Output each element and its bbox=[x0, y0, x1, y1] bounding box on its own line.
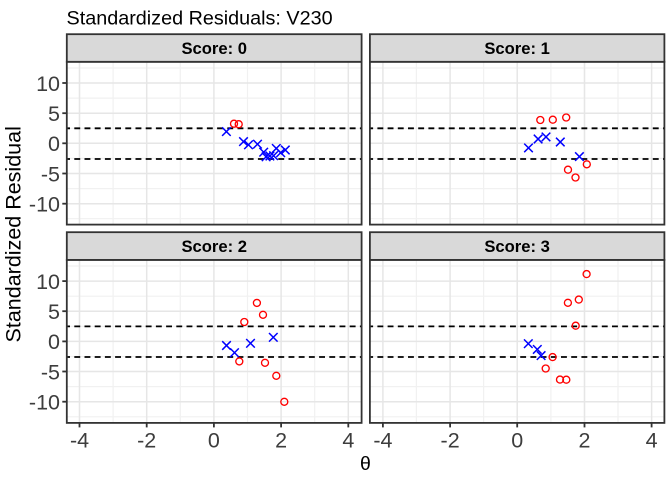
svg-text:0: 0 bbox=[511, 428, 523, 452]
svg-text:Standardized Residuals: V230: Standardized Residuals: V230 bbox=[67, 8, 333, 30]
svg-text:-10: -10 bbox=[29, 193, 60, 217]
svg-text:0: 0 bbox=[48, 330, 60, 354]
svg-text:Standardized Residual: Standardized Residual bbox=[2, 126, 26, 342]
svg-text:0: 0 bbox=[48, 132, 60, 156]
svg-text:-2: -2 bbox=[441, 428, 460, 452]
svg-text:10: 10 bbox=[36, 270, 60, 294]
svg-text:θ: θ bbox=[360, 453, 371, 475]
svg-text:-5: -5 bbox=[41, 360, 60, 384]
svg-text:Score: 3: Score: 3 bbox=[484, 237, 549, 256]
svg-text:Score: 0: Score: 0 bbox=[181, 39, 246, 58]
svg-text:-4: -4 bbox=[373, 428, 392, 452]
svg-text:4: 4 bbox=[646, 428, 658, 452]
svg-text:-10: -10 bbox=[29, 391, 60, 415]
svg-text:10: 10 bbox=[36, 72, 60, 96]
svg-text:-4: -4 bbox=[70, 428, 89, 452]
svg-text:5: 5 bbox=[48, 300, 60, 324]
svg-text:-2: -2 bbox=[137, 428, 156, 452]
svg-text:-5: -5 bbox=[41, 162, 60, 186]
svg-text:Score: 1: Score: 1 bbox=[484, 39, 549, 58]
svg-text:0: 0 bbox=[208, 428, 220, 452]
svg-text:4: 4 bbox=[342, 428, 354, 452]
svg-text:Score: 2: Score: 2 bbox=[181, 237, 246, 256]
svg-text:5: 5 bbox=[48, 102, 60, 126]
svg-text:2: 2 bbox=[275, 428, 287, 452]
svg-text:2: 2 bbox=[579, 428, 591, 452]
